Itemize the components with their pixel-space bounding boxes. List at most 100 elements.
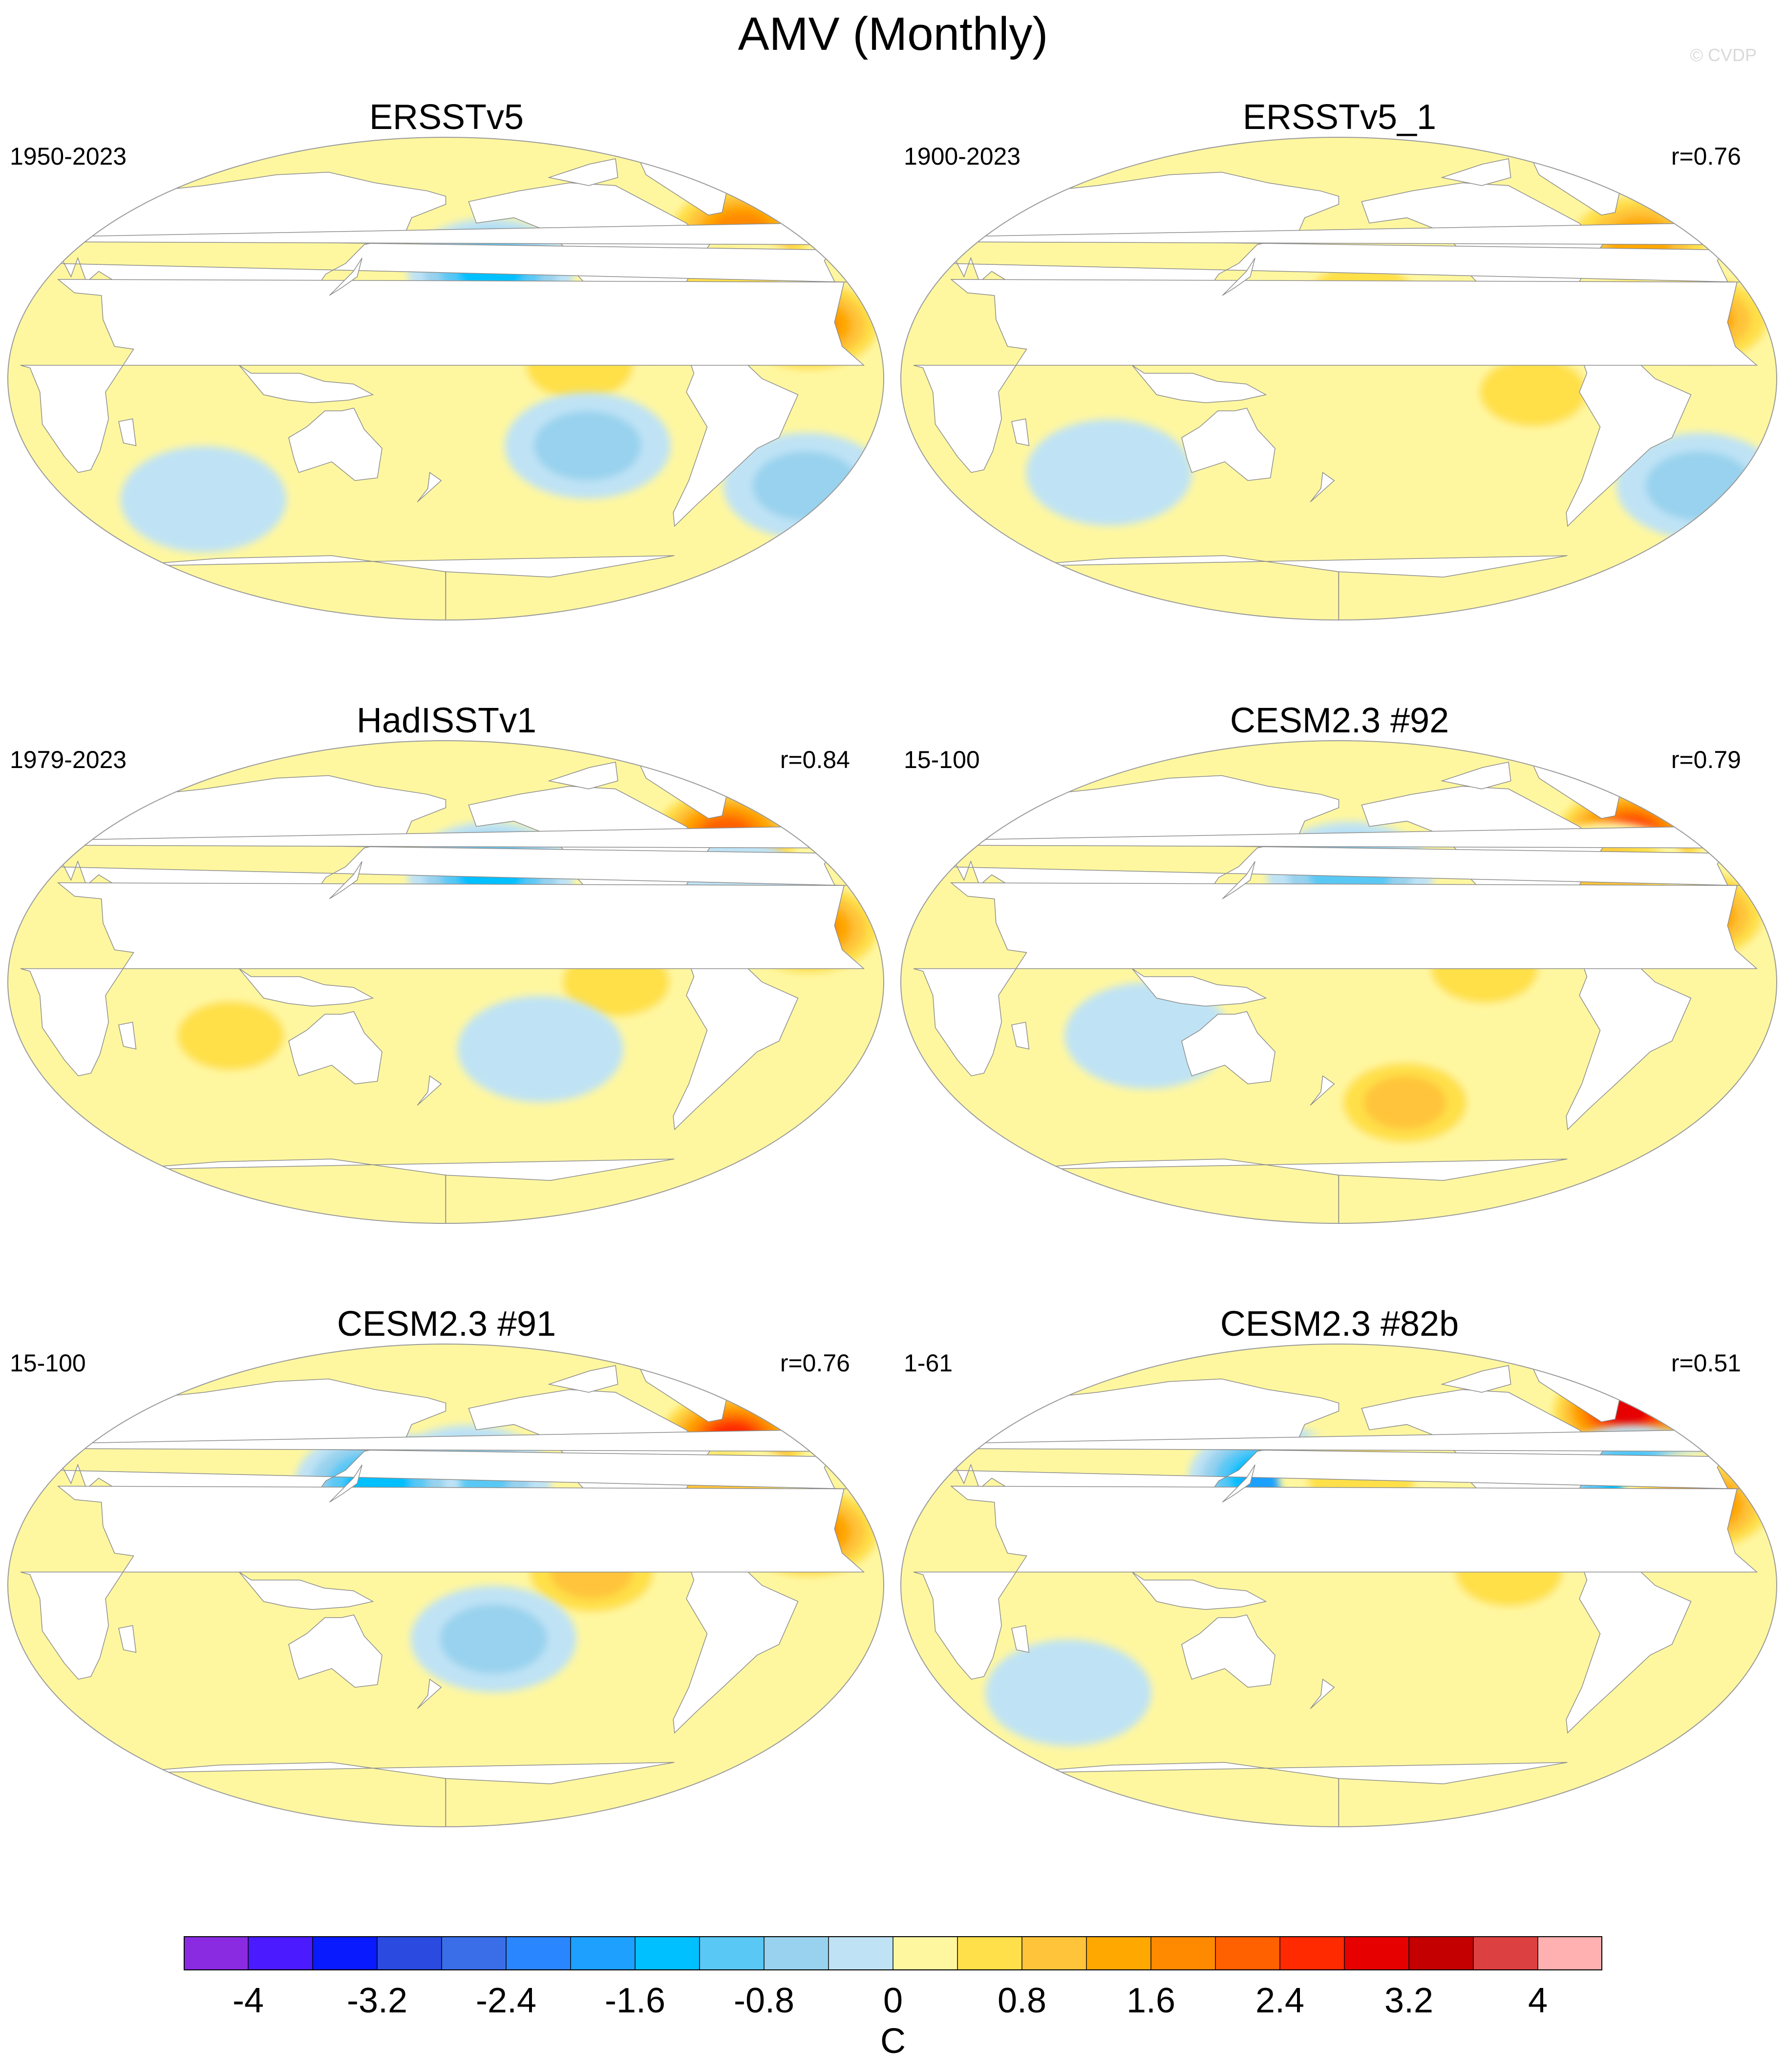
land-africa [20,279,865,473]
land-new-zealand [1310,1075,1335,1106]
map-panel: ERSSTv5 1950-2023 [0,95,893,701]
land-new-zealand [1310,471,1335,503]
colorbar-tick-label: 1.6 [1126,1981,1176,2020]
land-south-america [673,949,799,1131]
panel-period: 15-100 [904,746,980,773]
land-indonesia [239,364,374,404]
panel-period: 1979-2023 [10,746,127,773]
colorbar-swatch [635,1936,700,1970]
land-japan [329,257,362,296]
land-arctic-islands [1440,1365,1511,1393]
map-plot [7,740,884,1224]
land-antarctica [116,555,675,620]
colorbar-swatch [506,1936,571,1970]
land-south-america [673,346,799,527]
land-arctic-islands [547,1365,618,1393]
land-indonesia [1132,364,1267,404]
map-plot [900,1344,1777,1827]
land-new-zealand [1310,1678,1335,1709]
land-south-america [673,1553,799,1734]
contour-band [533,411,641,481]
land-antarctica [1009,1762,1568,1827]
panel-period: 1900-2023 [904,143,1021,170]
panel-correlation: r=0.79 [1671,746,1741,773]
colorbar [184,1936,1602,1970]
land-antarctica [1009,555,1568,620]
credit-label: © CVDP [1690,45,1757,65]
colorbar-tick-label: -4 [232,1981,264,2020]
land-indonesia [239,968,374,1007]
colorbar-swatch [1344,1936,1409,1970]
land-madagascar [1011,1022,1030,1050]
land-south-america [1566,1553,1692,1734]
map-outline [7,137,884,620]
contour-band [177,1001,285,1070]
colorbar-tick-label: -0.8 [733,1981,795,2020]
colorbar-swatch [1215,1936,1280,1970]
panel-title: CESM2.3 #92 [1230,701,1449,740]
land-australia [1181,1614,1276,1688]
land-madagascar [118,1625,137,1653]
map-plot [7,137,884,620]
anomaly-blob [504,392,671,499]
panel-correlation: r=0.76 [1671,143,1741,170]
land-australia [288,1011,383,1085]
land-australia [1181,1011,1276,1085]
land-antarctica [116,1158,675,1223]
colorbar-tick-label: 0 [883,1981,903,2020]
colorbar-swatch [764,1936,829,1970]
map-panel: CESM2.3 #92 15-100 r=0.79 [893,699,1786,1304]
land-new-zealand [417,471,442,503]
colorbar-tick-label: -3.2 [346,1981,408,2020]
anomaly-blob [120,446,287,553]
colorbar-swatch [1280,1936,1345,1970]
land-arctic-islands [547,762,618,790]
anomaly-blob [985,1639,1151,1746]
anomaly-blob [1321,1049,1488,1156]
map-outline [900,1344,1777,1827]
contour-band [440,1604,548,1674]
panel-period: 1-61 [904,1349,953,1377]
colorbar-swatch [442,1936,507,1970]
map-plot [900,740,1777,1224]
panel-correlation: r=0.76 [780,1349,850,1377]
land-africa [20,882,865,1076]
land-indonesia [239,1571,374,1610]
panel-title: ERSSTv5 [369,98,524,137]
land-madagascar [118,418,137,447]
land-africa [913,882,1758,1076]
panel-title: CESM2.3 #82b [1220,1304,1459,1344]
land-south-america [1566,949,1692,1131]
land-madagascar [1011,418,1030,447]
map-plot [900,137,1777,620]
land-japan [329,1464,362,1503]
map-plot [7,1344,884,1827]
anomaly-blob [1026,419,1192,526]
panel-period: 15-100 [10,1349,86,1377]
contour-band [1479,357,1587,427]
land-japan [1222,861,1255,899]
colorbar-swatch [829,1936,893,1970]
colorbar-swatch [377,1936,442,1970]
colorbar-tick-label: 0.8 [997,1981,1047,2020]
contour-band [1645,451,1753,521]
land-arctic-islands [547,158,618,186]
colorbar-swatch [893,1936,958,1970]
colorbar-swatch [313,1936,378,1970]
map-panel: HadISSTv1 1979-2023 r=0.84 [0,699,893,1304]
colorbar-swatch [1538,1936,1602,1970]
anomaly-blob [457,996,624,1103]
panel-title: CESM2.3 #91 [337,1304,556,1344]
colorbar-swatch [957,1936,1022,1970]
land-madagascar [118,1022,137,1050]
anomaly-blob [410,1585,577,1692]
map-outline [900,137,1777,620]
land-indonesia [1132,968,1267,1007]
map-outline [7,1344,884,1827]
colorbar-tick-label: 3.2 [1384,1981,1434,2020]
contour-band [1026,419,1192,526]
contour-band [120,446,287,553]
contour-band [1363,1076,1446,1130]
land-arctic-islands [1440,762,1511,790]
land-arctic-islands [1440,158,1511,186]
